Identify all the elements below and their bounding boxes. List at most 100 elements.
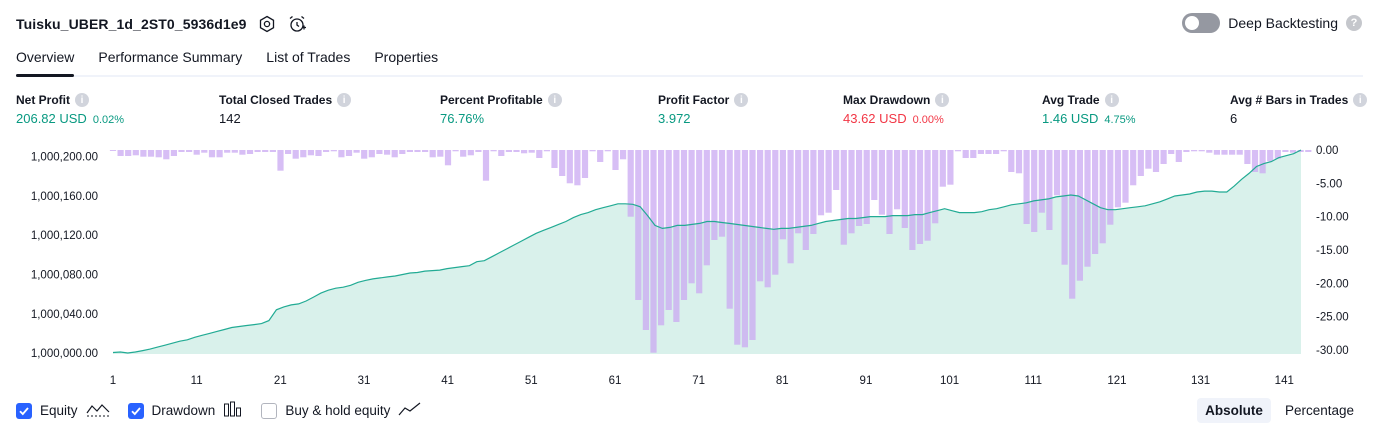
- metrics-row: Net Profit i 206.82 USD 0.02% Total Closed…: [16, 93, 1363, 133]
- drawdown-bar: [727, 150, 733, 309]
- x-tick-label: 101: [940, 375, 959, 387]
- info-icon[interactable]: i: [75, 93, 89, 107]
- drawdown-bar: [506, 150, 512, 152]
- x-tick-label: 41: [441, 375, 454, 387]
- drawdown-bar: [232, 150, 238, 153]
- drawdown-bar: [856, 150, 862, 226]
- alarm-clock-plus-icon[interactable]: [287, 14, 307, 34]
- gear-icon[interactable]: [257, 14, 277, 34]
- drawdown-bar: [194, 150, 200, 155]
- drawdown-bar: [947, 150, 953, 185]
- drawdown-bar: [118, 150, 124, 156]
- chart-legend: Equity Drawdown Buy & hold equity: [16, 401, 422, 420]
- drawdown-bar: [148, 150, 154, 157]
- drawdown-bar: [1168, 150, 1174, 154]
- drawdown-bar: [985, 150, 991, 154]
- drawdown-bar: [255, 150, 261, 152]
- drawdown-bar: [430, 150, 436, 157]
- y-right-tick-label: -10.00: [1316, 212, 1349, 224]
- drawdown-bar: [1267, 150, 1273, 161]
- drawdown-bar: [369, 150, 375, 157]
- drawdown-bar: [262, 150, 268, 152]
- checkbox-drawdown[interactable]: [128, 403, 144, 419]
- deep-backtesting-toggle[interactable]: [1182, 13, 1220, 33]
- tab-list-of-trades[interactable]: List of Trades: [266, 45, 350, 75]
- drawdown-bar: [788, 150, 794, 263]
- info-icon[interactable]: i: [1353, 93, 1367, 107]
- drawdown-bar: [719, 150, 725, 237]
- drawdown-bar: [445, 150, 451, 165]
- drawdown-bar: [529, 150, 535, 153]
- drawdown-bar: [909, 150, 915, 250]
- drawdown-bar: [597, 150, 603, 162]
- drawdown-bar: [422, 150, 428, 152]
- drawdown-bar: [826, 150, 832, 213]
- drawdown-bar: [757, 150, 763, 281]
- drawdown-bar: [1016, 150, 1022, 173]
- drawdown-bar: [1069, 150, 1075, 299]
- drawdown-bar: [521, 150, 527, 153]
- drawdown-bar: [498, 150, 504, 156]
- drawdown-bar: [940, 150, 946, 187]
- drawdown-bar: [879, 150, 885, 215]
- drawdown-bar: [635, 150, 641, 300]
- drawdown-bar: [1176, 150, 1182, 162]
- drawdown-bar: [453, 150, 459, 151]
- drawdown-bar: [247, 150, 253, 154]
- checkbox-equity[interactable]: [16, 403, 32, 419]
- checkbox-buy-hold[interactable]: [261, 403, 277, 419]
- drawdown-bar: [818, 150, 824, 215]
- display-mode-switch: Absolute Percentage: [1197, 398, 1362, 423]
- info-icon[interactable]: i: [1105, 93, 1119, 107]
- drawdown-bar: [110, 150, 116, 151]
- metric-value: 6: [1230, 111, 1237, 126]
- drawdown-bar: [711, 150, 717, 240]
- x-tick-label: 81: [776, 375, 789, 387]
- info-icon[interactable]: i: [548, 93, 562, 107]
- legend-buy-hold[interactable]: Buy & hold equity: [261, 401, 422, 420]
- equity-drawdown-chart[interactable]: 1,000,000.00 1,000,040.00 1,000,080.00 1,00…: [0, 140, 1379, 392]
- drawdown-bar: [894, 150, 900, 209]
- drawdown-bar: [1229, 150, 1235, 155]
- drawdown-bar: [1199, 150, 1205, 151]
- x-tick-label: 11: [191, 375, 203, 387]
- metric-value: 1.46 USD: [1042, 111, 1098, 126]
- legend-drawdown[interactable]: Drawdown: [128, 401, 244, 420]
- drawdown-bar: [1191, 150, 1197, 151]
- info-icon[interactable]: i: [337, 93, 351, 107]
- drawdown-bar: [544, 150, 550, 151]
- area-line-icon: [86, 401, 110, 420]
- drawdown-bar: [270, 150, 276, 152]
- drawdown-bar: [163, 150, 169, 159]
- legend-equity[interactable]: Equity: [16, 401, 110, 420]
- drawdown-bar: [1122, 150, 1128, 203]
- metric-net-profit: Net Profit i 206.82 USD 0.02%: [16, 93, 124, 126]
- help-icon[interactable]: ?: [1346, 15, 1362, 31]
- drawdown-bar: [1001, 150, 1007, 151]
- metric-avg-trade: Avg Trade i 1.46 USD 4.75%: [1042, 93, 1136, 126]
- mode-percentage[interactable]: Percentage: [1277, 398, 1362, 423]
- drawdown-bar: [886, 150, 892, 234]
- drawdown-bar: [392, 150, 398, 157]
- mode-absolute[interactable]: Absolute: [1197, 398, 1271, 423]
- metric-percent: 0.00%: [913, 114, 944, 126]
- metric-label: Percent Profitable: [440, 93, 543, 107]
- tab-performance-summary[interactable]: Performance Summary: [98, 45, 242, 75]
- drawdown-bar: [612, 150, 618, 170]
- drawdown-bar: [239, 150, 245, 155]
- y-right-tick-label: 0.00: [1316, 145, 1338, 157]
- tab-properties[interactable]: Properties: [374, 45, 438, 75]
- info-icon[interactable]: i: [935, 93, 949, 107]
- metric-label: Net Profit: [16, 93, 70, 107]
- drawdown-bar: [925, 150, 931, 241]
- info-icon[interactable]: i: [734, 93, 748, 107]
- deep-backtesting: Deep Backtesting ?: [1182, 13, 1362, 33]
- drawdown-bar: [871, 150, 877, 200]
- drawdown-bar: [689, 150, 695, 283]
- tab-overview[interactable]: Overview: [16, 45, 74, 75]
- drawdown-bar: [475, 150, 481, 152]
- drawdown-bar: [810, 150, 816, 234]
- metric-profit-factor: Profit Factor i 3.972: [658, 93, 748, 126]
- trend-line-icon: [398, 401, 422, 420]
- drawdown-bar: [1237, 150, 1243, 155]
